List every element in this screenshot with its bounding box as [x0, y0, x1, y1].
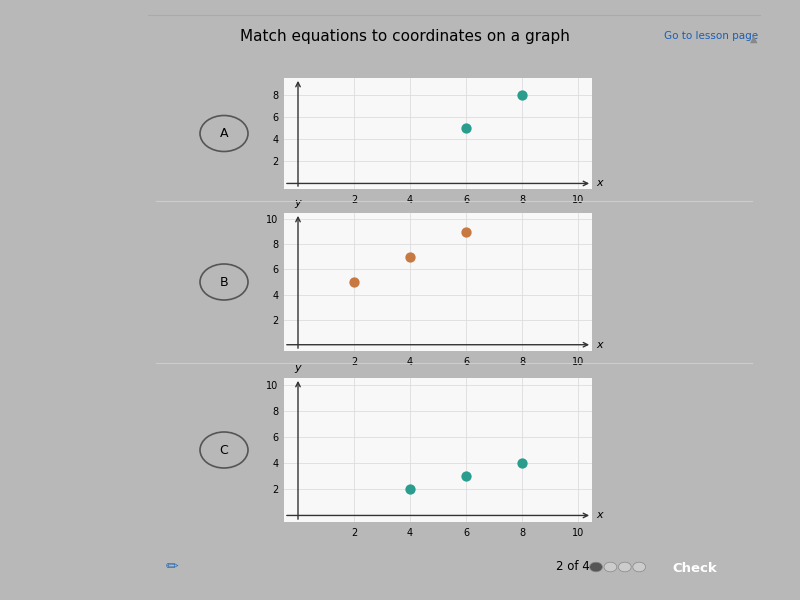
Point [403, 484, 416, 494]
Point [403, 252, 416, 262]
Text: Check: Check [672, 562, 717, 575]
Point [347, 277, 360, 287]
Point [459, 472, 472, 481]
Point [459, 227, 472, 236]
Text: y: y [294, 363, 302, 373]
Text: C: C [220, 443, 228, 457]
Point [515, 458, 528, 468]
Text: Go to lesson page: Go to lesson page [664, 31, 758, 41]
Text: ▲: ▲ [750, 34, 758, 44]
Text: 2 of 4: 2 of 4 [556, 560, 590, 574]
Text: y: y [294, 198, 302, 208]
Point [515, 90, 528, 100]
Text: Match equations to coordinates on a graph: Match equations to coordinates on a grap… [240, 28, 570, 43]
Text: x: x [596, 340, 603, 350]
Text: A: A [220, 127, 228, 140]
Text: x: x [596, 511, 603, 520]
Text: B: B [220, 275, 228, 289]
Point [459, 123, 472, 133]
Text: x: x [596, 178, 603, 188]
Text: ✏: ✏ [166, 559, 178, 575]
